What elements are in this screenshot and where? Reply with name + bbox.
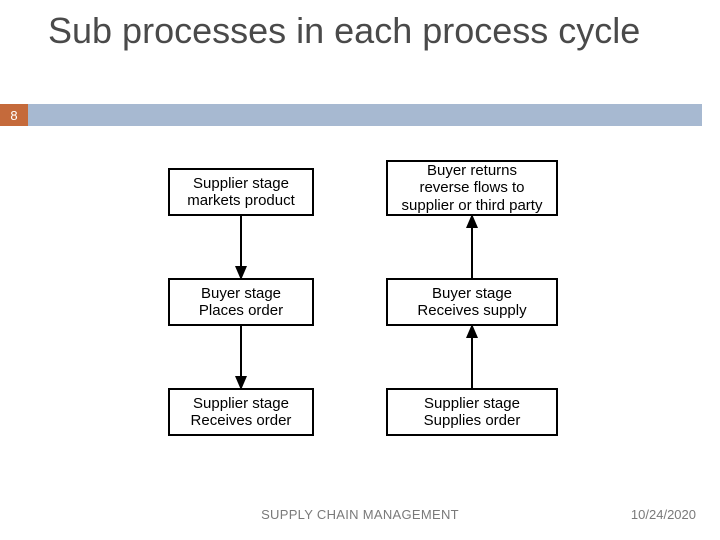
slide-number: 8	[10, 108, 17, 123]
flowchart-node: Supplier stagemarkets product	[168, 168, 314, 216]
flowchart-node: Supplier stageReceives order	[168, 388, 314, 436]
slide-title: Sub processes in each process cycle	[48, 10, 640, 51]
flowchart-node: Supplier stageSupplies order	[386, 388, 558, 436]
footer-date: 10/24/2020	[631, 507, 696, 522]
flowchart-node: Buyer stageReceives supply	[386, 278, 558, 326]
flowchart-diagram: Supplier stagemarkets product Buyer retur…	[0, 150, 720, 490]
flowchart-arrows-svg	[0, 150, 720, 490]
title-underline-bar	[28, 104, 702, 126]
flowchart-node: Buyer stagePlaces order	[168, 278, 314, 326]
footer-center-text: SUPPLY CHAIN MANAGEMENT	[0, 507, 720, 522]
flowchart-node: Buyer returnsreverse flows tosupplier or…	[386, 160, 558, 216]
slide-number-badge: 8	[0, 104, 28, 126]
